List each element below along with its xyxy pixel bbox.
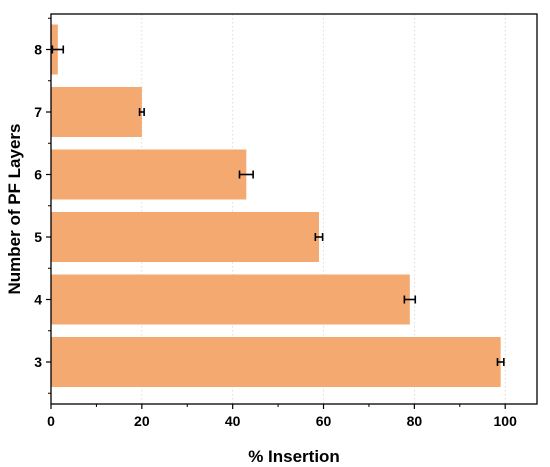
bar — [51, 274, 410, 325]
x-axis-title: % Insertion — [248, 447, 340, 466]
x-tick-label: 100 — [494, 413, 518, 429]
x-tick-label: 0 — [47, 413, 55, 429]
y-tick-label: 4 — [34, 292, 42, 308]
x-tick-label: 80 — [407, 413, 423, 429]
bar — [51, 212, 319, 262]
y-tick-label: 5 — [34, 229, 42, 245]
bar — [51, 149, 247, 200]
y-tick-label: 3 — [34, 354, 42, 370]
bar — [51, 87, 142, 137]
y-axis-title: Number of PF Layers — [5, 124, 24, 295]
y-tick-label: 7 — [34, 104, 42, 120]
x-tick-label: 60 — [316, 413, 332, 429]
error-bars — [51, 45, 505, 366]
bar — [51, 337, 501, 387]
bars — [51, 24, 501, 387]
y-tick-label: 8 — [34, 42, 42, 58]
x-tick-label: 40 — [225, 413, 241, 429]
plot-frame — [50, 13, 538, 405]
y-axis-ticks: 3 4 5 6 7 8 — [34, 17, 51, 394]
x-tick-label: 20 — [134, 413, 150, 429]
x-axis-ticks: 0 20 40 60 80 100 — [47, 404, 517, 429]
y-tick-label: 6 — [34, 167, 42, 183]
